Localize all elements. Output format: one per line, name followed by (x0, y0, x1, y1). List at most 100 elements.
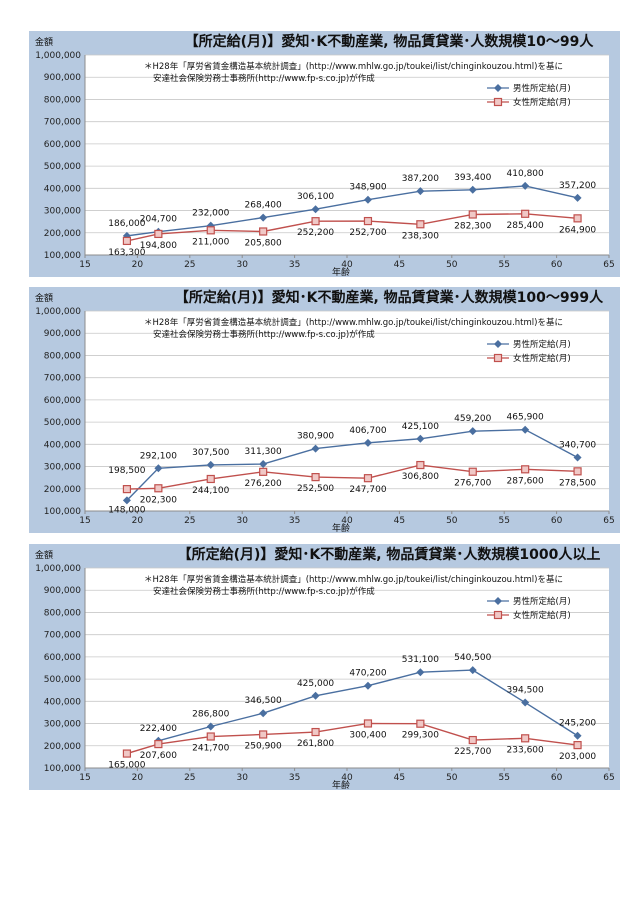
y-axis-title: 金額 (35, 36, 53, 48)
data-point (416, 434, 425, 443)
data-point (521, 734, 530, 743)
legend-marker (493, 610, 503, 620)
data-point (416, 719, 425, 728)
source-note-line1: ＊H28年「厚労省賃金構造基本統計調査」(http://www.mhlw.go.… (144, 317, 563, 328)
data-label: 300,400 (349, 730, 386, 740)
x-tick-label: 20 (132, 773, 144, 783)
data-point (206, 226, 215, 235)
legend-label: 男性所定給(月) (513, 339, 571, 350)
x-tick-label: 25 (184, 773, 195, 783)
data-label: 233,600 (507, 745, 544, 755)
x-tick-label: 55 (498, 516, 509, 526)
data-point (416, 668, 425, 677)
data-point (154, 229, 163, 239)
x-tick-label: 50 (446, 773, 458, 783)
data-label: 287,600 (507, 476, 544, 486)
x-tick-label: 30 (236, 773, 248, 783)
legend-marker (493, 353, 503, 363)
data-point (122, 496, 131, 505)
legend-label: 男性所定給(月) (513, 596, 571, 607)
data-point (521, 465, 530, 474)
series-line-female (126, 722, 578, 755)
data-point (573, 214, 582, 223)
data-label: 380,900 (297, 432, 334, 442)
data-label: 292,100 (140, 451, 177, 461)
y-tick-label: 100,000 (44, 764, 81, 774)
data-label: 346,500 (245, 696, 282, 706)
x-axis-title: 年齢 (332, 522, 350, 533)
y-tick-label: 600,000 (44, 140, 81, 150)
data-label: 238,300 (402, 231, 439, 241)
x-tick-label: 45 (394, 516, 405, 526)
data-label: 202,300 (140, 495, 177, 505)
data-point (259, 709, 268, 718)
y-tick-label: 700,000 (44, 118, 81, 128)
data-label: 205,800 (245, 238, 282, 248)
data-label: 198,500 (108, 466, 145, 476)
chart-title: 【所定給(月)】愛知･K不動産業, 物品賃貸業･人数規模10～99人 (185, 33, 595, 50)
legend-marker (493, 97, 503, 107)
y-tick-label: 200,000 (44, 485, 81, 495)
data-label: 163,300 (108, 248, 145, 258)
x-tick-label: 30 (236, 260, 248, 270)
data-label: 348,900 (349, 183, 386, 193)
data-point (363, 681, 372, 690)
x-tick-label: 50 (446, 516, 458, 526)
y-tick-label: 400,000 (44, 697, 81, 707)
x-axis-title: 年齢 (332, 779, 350, 790)
data-label: 245,200 (559, 719, 596, 729)
data-point (468, 735, 477, 745)
data-label: 387,200 (402, 174, 439, 184)
data-point (206, 460, 215, 469)
chart-panel-3: 100,000 200,000 300,000 400,000 500,000 600,0… (29, 544, 620, 790)
y-tick-label: 1,000,000 (35, 307, 81, 317)
source-note-line2: 安達社会保険労務士事務所(http://www.fp-s.co.jp)が作成 (153, 73, 375, 84)
source-note-line1: ＊H28年「厚労省賃金構造基本統計調査」(http://www.mhlw.go.… (144, 574, 563, 585)
y-tick-label: 800,000 (44, 351, 81, 361)
chart-title: 【所定給(月)】愛知･K不動産業, 物品賃貸業･人数規模1000人以上 (178, 546, 601, 563)
y-axis-title: 金額 (35, 292, 53, 304)
data-label: 285,400 (507, 221, 544, 231)
data-label: 282,300 (454, 221, 491, 231)
data-point (468, 185, 477, 194)
y-tick-label: 700,000 (44, 631, 81, 641)
data-point (416, 460, 425, 470)
data-label: 276,700 (454, 479, 491, 489)
data-point (259, 460, 268, 469)
series-line-female (126, 464, 578, 490)
y-tick-label: 300,000 (44, 463, 81, 473)
y-tick-label: 1,000,000 (35, 51, 81, 61)
x-tick-label: 40 (341, 260, 353, 270)
data-label: 148,000 (108, 505, 145, 515)
y-tick-label: 900,000 (44, 73, 81, 83)
chart-panel-1: 100,000 200,000 300,000 400,000 500,000 600,0… (29, 31, 620, 277)
data-point (154, 739, 163, 749)
data-label: 252,200 (297, 228, 334, 238)
y-tick-label: 300,000 (44, 720, 81, 730)
y-tick-label: 100,000 (44, 507, 81, 517)
data-label: 244,100 (192, 486, 229, 496)
y-tick-label: 700,000 (44, 374, 81, 384)
x-tick-label: 25 (184, 516, 195, 526)
chart-svg-1: 100,000 200,000 300,000 400,000 500,000 600,0… (35, 33, 615, 277)
data-label: 222,400 (140, 724, 177, 734)
y-tick-label: 500,000 (44, 418, 81, 428)
data-point (311, 205, 320, 214)
data-label: 540,500 (454, 653, 491, 663)
x-tick-label: 25 (184, 260, 195, 270)
chart-svg-3: 100,000 200,000 300,000 400,000 500,000 600,0… (35, 546, 615, 790)
y-tick-label: 200,000 (44, 742, 81, 752)
data-point (311, 691, 320, 700)
data-point (259, 467, 268, 476)
data-point (468, 467, 477, 476)
x-tick-label: 35 (289, 516, 300, 526)
x-tick-label: 55 (498, 773, 509, 783)
x-tick-label: 45 (394, 260, 405, 270)
data-label: 311,300 (245, 447, 282, 457)
data-point (521, 209, 530, 218)
data-point (363, 438, 372, 447)
data-label: 264,900 (559, 225, 596, 235)
y-tick-label: 200,000 (44, 229, 81, 239)
data-point (259, 730, 268, 739)
data-point (259, 227, 268, 236)
